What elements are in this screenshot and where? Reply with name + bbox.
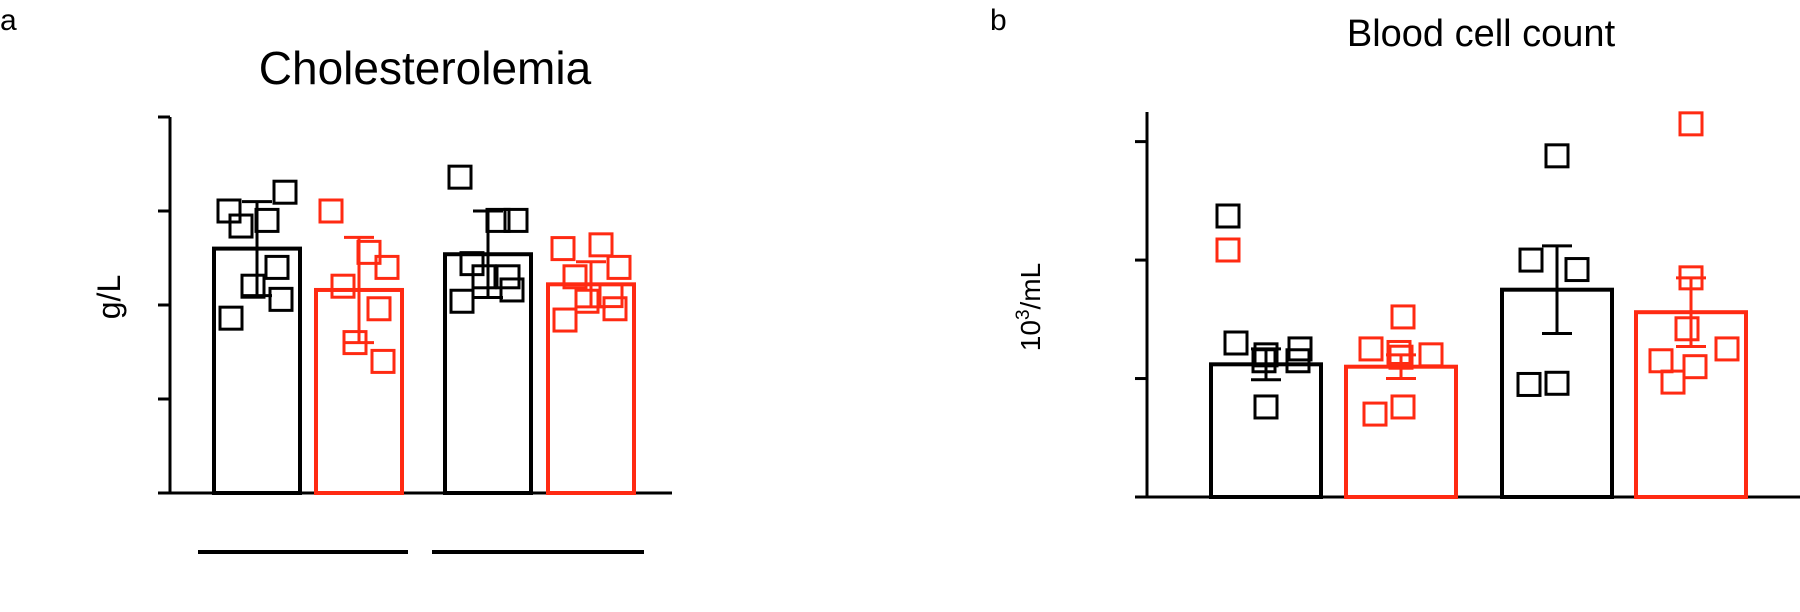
data-point xyxy=(574,288,600,314)
bars xyxy=(1209,111,1748,500)
data-point xyxy=(1418,342,1444,368)
data-point xyxy=(1390,394,1416,420)
data-point xyxy=(1390,304,1416,330)
data-point xyxy=(552,307,578,333)
bar xyxy=(1209,362,1323,500)
data-point xyxy=(1564,257,1590,283)
panel-a-letter: a xyxy=(0,4,17,37)
y-axis-label-exponent: 3 xyxy=(1013,309,1034,320)
bars xyxy=(212,164,636,495)
data-point xyxy=(447,164,473,190)
y-axis-label: 103/mL xyxy=(1013,263,1046,351)
data-point xyxy=(318,198,344,224)
data-point xyxy=(1253,394,1279,420)
bar xyxy=(1344,364,1458,500)
data-point xyxy=(370,348,396,374)
data-point xyxy=(471,264,497,290)
panel-b-letter: b xyxy=(990,4,1007,37)
data-point xyxy=(1287,336,1313,362)
data-point xyxy=(374,254,400,280)
data-point xyxy=(1678,111,1704,137)
data-point xyxy=(254,207,280,233)
data-point xyxy=(264,254,290,280)
y-axis-label-base: 10 xyxy=(1015,320,1046,351)
data-point xyxy=(495,264,521,290)
data-point xyxy=(503,207,529,233)
data-point xyxy=(602,296,628,322)
data-point xyxy=(606,254,632,280)
chart-title: Blood cell count xyxy=(1347,13,1616,55)
data-point xyxy=(228,213,254,239)
data-point xyxy=(1358,336,1384,362)
data-point xyxy=(330,273,356,299)
data-point xyxy=(598,283,624,309)
axes xyxy=(1135,112,1800,499)
data-point xyxy=(562,264,588,290)
y-axis-label: g/L xyxy=(91,275,127,319)
data-point xyxy=(1714,336,1740,362)
data-point xyxy=(499,277,525,303)
data-point xyxy=(268,286,294,312)
data-point xyxy=(1660,369,1686,395)
data-point xyxy=(1674,316,1700,342)
bar xyxy=(546,282,636,495)
legend-swatch xyxy=(1215,237,1241,263)
data-point xyxy=(272,179,298,205)
data-point xyxy=(240,273,266,299)
data-point xyxy=(366,296,392,322)
data-point xyxy=(1223,330,1249,356)
data-point xyxy=(1518,247,1544,273)
data-point xyxy=(1516,371,1542,397)
y-axis-label-unit: /mL xyxy=(1015,263,1046,310)
data-point xyxy=(1544,370,1570,396)
axes xyxy=(158,115,672,554)
data-point xyxy=(550,236,576,262)
data-point xyxy=(449,288,475,314)
data-point xyxy=(1362,401,1388,427)
data-point xyxy=(1648,348,1674,374)
chart-title: Cholesterolemia xyxy=(259,42,592,94)
legend xyxy=(1215,203,1241,263)
data-point xyxy=(1682,354,1708,380)
data-point xyxy=(1544,143,1570,169)
data-point xyxy=(218,305,244,331)
data-point xyxy=(1386,339,1412,365)
data-point xyxy=(588,232,614,258)
legend-swatch xyxy=(1215,203,1241,229)
